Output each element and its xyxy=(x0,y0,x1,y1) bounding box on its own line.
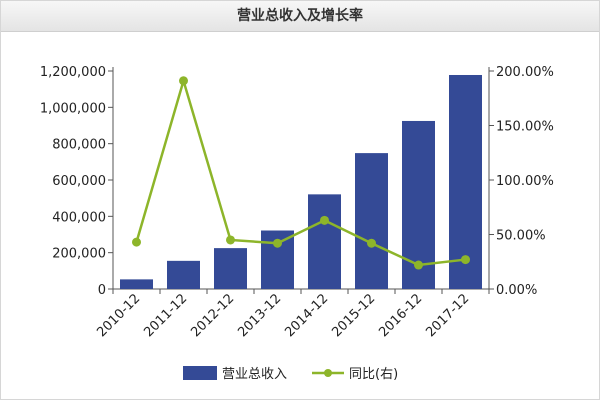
y-left-tick-label: 400,000 xyxy=(52,210,106,225)
growth-point xyxy=(461,255,470,265)
bar xyxy=(214,248,247,289)
y-right-tick-label: 150.00% xyxy=(496,120,554,135)
y-right-tick-label: 200.00% xyxy=(496,65,554,80)
x-tick-label: 2017-12 xyxy=(423,291,472,340)
y-left-tick-label: 200,000 xyxy=(52,247,106,262)
legend-swatch-marker xyxy=(324,369,332,377)
bar xyxy=(120,279,153,289)
x-tick-label: 2012-12 xyxy=(188,291,237,340)
bar-series xyxy=(120,74,482,289)
growth-point xyxy=(320,215,329,225)
line-series xyxy=(132,76,470,270)
y-right-tick-label: 100.00% xyxy=(496,174,554,189)
legend-label-line: 同比(右) xyxy=(349,367,398,382)
growth-line xyxy=(135,76,466,267)
x-tick-label: 2015-12 xyxy=(329,291,378,340)
y-left-tick-label: 800,000 xyxy=(52,138,106,153)
legend-label-bar: 营业总收入 xyxy=(222,367,287,382)
y-left-tick-label: 1,000,000 xyxy=(40,101,106,116)
legend: 营业总收入 同比(右) xyxy=(183,366,398,382)
x-tick-label: 2013-12 xyxy=(235,291,284,340)
x-tick-label: 2014-12 xyxy=(282,291,331,340)
bar xyxy=(449,74,482,289)
legend-swatch-bar xyxy=(183,366,217,380)
growth-point xyxy=(226,235,235,245)
x-tick-label: 2010-12 xyxy=(94,291,143,340)
growth-point xyxy=(179,76,188,86)
bar xyxy=(308,194,341,289)
y-right-tick-label: 0.00% xyxy=(496,283,537,298)
y-left-tick-label: 600,000 xyxy=(52,174,106,189)
growth-point xyxy=(367,238,376,248)
y-right-tick-label: 50.00% xyxy=(496,229,546,244)
y-left-tick-label: 1,200,000 xyxy=(40,65,106,80)
x-tick-label: 2016-12 xyxy=(376,291,425,340)
x-tick-label: 2011-12 xyxy=(141,291,190,340)
growth-point xyxy=(132,237,141,247)
chart-title: 营业总收入及增长率 xyxy=(1,1,599,32)
growth-point xyxy=(273,238,282,248)
growth-point xyxy=(414,260,423,270)
y-left-tick-label: 0 xyxy=(98,283,106,298)
bar xyxy=(355,153,388,289)
bar xyxy=(167,260,200,289)
